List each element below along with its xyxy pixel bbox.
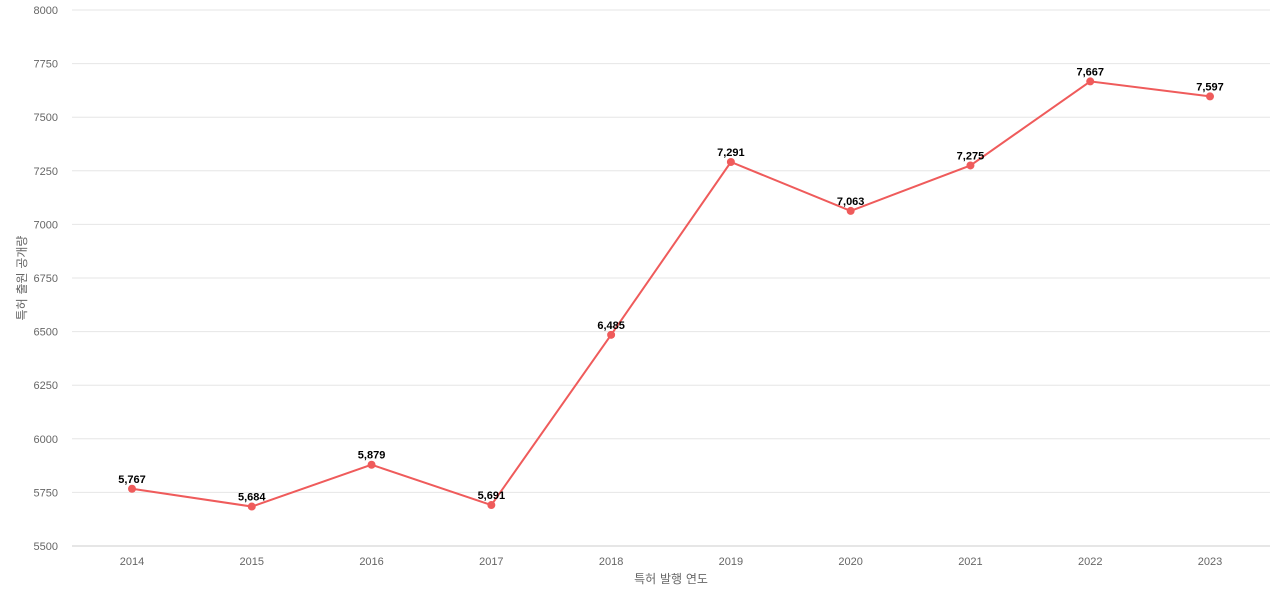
y-tick-label: 5500 (34, 541, 58, 553)
x-tick-label: 2014 (120, 556, 144, 568)
data-label: 5,767 (118, 474, 146, 486)
series-group (128, 77, 1214, 511)
y-tick-label: 7000 (34, 219, 58, 231)
y-axis-title: 특허 출원 공개량 (15, 236, 29, 321)
data-label: 7,063 (837, 196, 865, 208)
data-label: 5,879 (358, 450, 386, 462)
x-tick-label: 2023 (1198, 556, 1222, 568)
y-tick-label: 7500 (34, 112, 58, 124)
data-point[interactable] (128, 484, 136, 493)
x-tick-label: 2022 (1078, 556, 1102, 568)
data-label: 7,597 (1196, 81, 1224, 93)
x-tick-label: 2021 (958, 556, 982, 568)
x-tick-label: 2017 (479, 556, 503, 568)
y-tick-label: 6250 (34, 380, 58, 392)
x-tick-label: 2016 (359, 556, 383, 568)
y-axis-ticks: 5500 5750 6000 6250 6500 6750 7000 7250 7500 7750… (34, 5, 58, 553)
data-point[interactable] (367, 460, 376, 469)
series-line (131, 80, 1211, 508)
x-tick-label: 2020 (838, 556, 862, 568)
x-tick-label: 2015 (240, 556, 264, 568)
x-tick-label: 2019 (719, 556, 743, 568)
data-label: 6,485 (597, 320, 625, 332)
gridlines (72, 9, 1270, 547)
y-tick-label: 5750 (34, 487, 58, 499)
data-point[interactable] (487, 501, 496, 510)
x-axis-title: 특허 발행 연도 (634, 571, 708, 586)
data-label: 7,291 (717, 147, 745, 159)
y-tick-label: 6000 (34, 434, 58, 446)
data-point[interactable] (1206, 92, 1214, 101)
data-labels: 5,767 5,684 5,879 5,691 6,485 7,291 7,063 7,275… (118, 66, 1224, 503)
data-label: 5,691 (478, 490, 506, 502)
y-tick-label: 8000 (34, 5, 58, 17)
y-tick-label: 7750 (34, 59, 58, 71)
y-tick-label: 6750 (34, 273, 58, 285)
data-point[interactable] (846, 206, 855, 215)
data-point[interactable] (1086, 77, 1095, 86)
data-point[interactable] (247, 502, 256, 511)
data-point[interactable] (726, 158, 735, 167)
data-point[interactable] (607, 330, 616, 339)
data-label: 7,275 (957, 150, 985, 162)
y-tick-label: 6500 (34, 327, 58, 339)
data-label: 5,684 (238, 492, 266, 504)
data-point[interactable] (966, 161, 975, 170)
x-axis-ticks: 2014 2015 2016 2017 2018 2019 2020 2021 2022 2023 (120, 556, 1222, 568)
y-tick-label: 7250 (34, 166, 58, 178)
data-label: 7,667 (1076, 66, 1104, 78)
x-tick-label: 2018 (599, 556, 623, 568)
